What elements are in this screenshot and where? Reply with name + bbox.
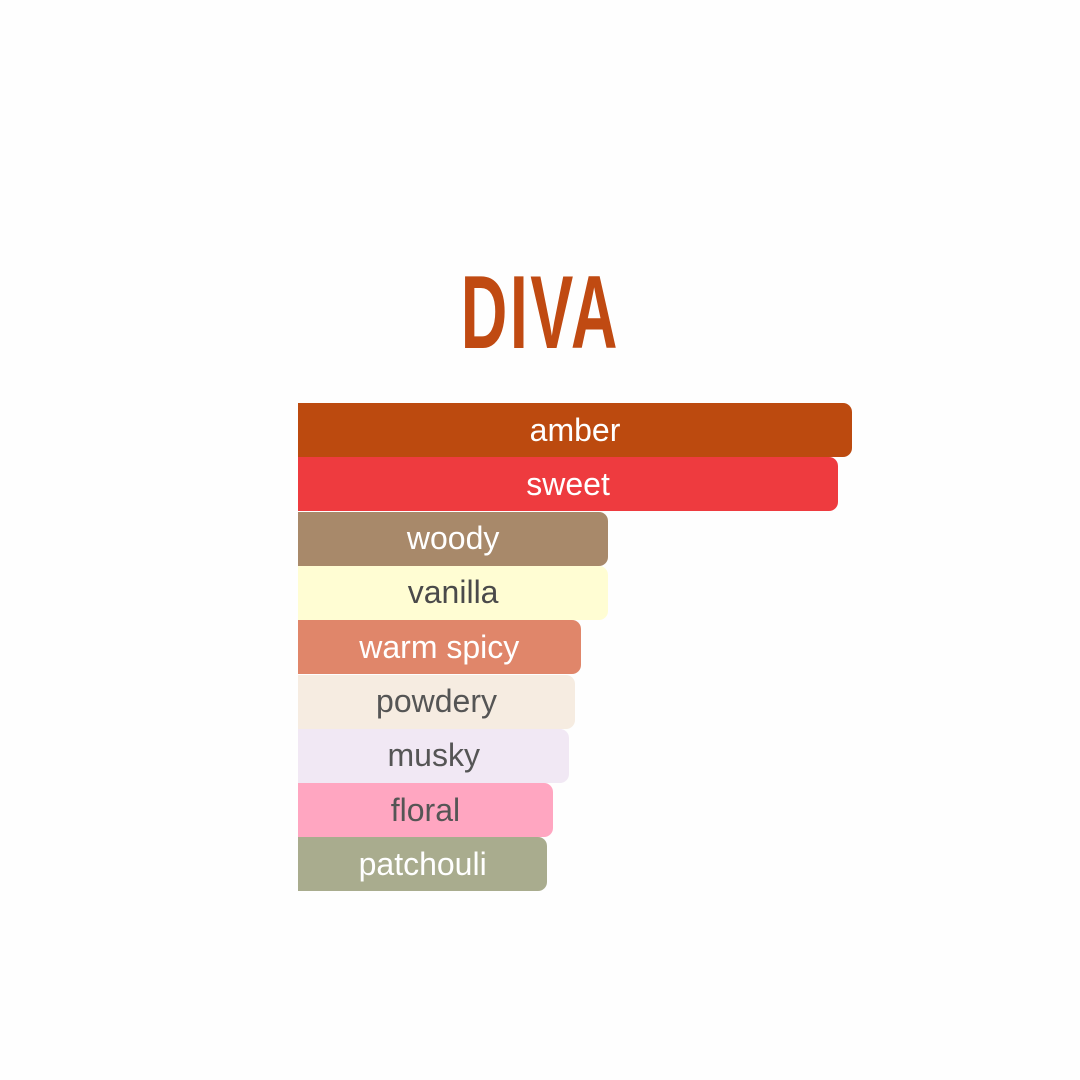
- bar-label: woody: [406, 520, 500, 557]
- bar-label: sweet: [526, 465, 610, 502]
- bar-label: warm spicy: [359, 628, 520, 665]
- bar-woody: woody: [298, 511, 609, 566]
- bar-powdery: powdery: [298, 674, 575, 729]
- bar-floral: floral: [298, 783, 553, 838]
- bar-label: floral: [390, 791, 461, 828]
- bar-sweet: sweet: [298, 457, 839, 512]
- bar-label: powdery: [376, 683, 497, 719]
- bar-warm-spicy: warm spicy: [298, 620, 581, 675]
- bar-vanilla: vanilla: [298, 565, 609, 620]
- chart-title: DIVA: [460, 255, 620, 371]
- accords-bar-chart: amber sweet woody vanilla warm spicy powdery m…: [298, 403, 858, 893]
- bar-label: musky: [387, 737, 480, 774]
- bar-label: amber: [529, 411, 621, 448]
- bar-amber: amber: [298, 403, 852, 457]
- bar-musky: musky: [298, 728, 570, 783]
- bar-label: patchouli: [358, 845, 487, 882]
- bar-label: vanilla: [407, 574, 499, 611]
- bar-patchouli: patchouli: [298, 837, 548, 892]
